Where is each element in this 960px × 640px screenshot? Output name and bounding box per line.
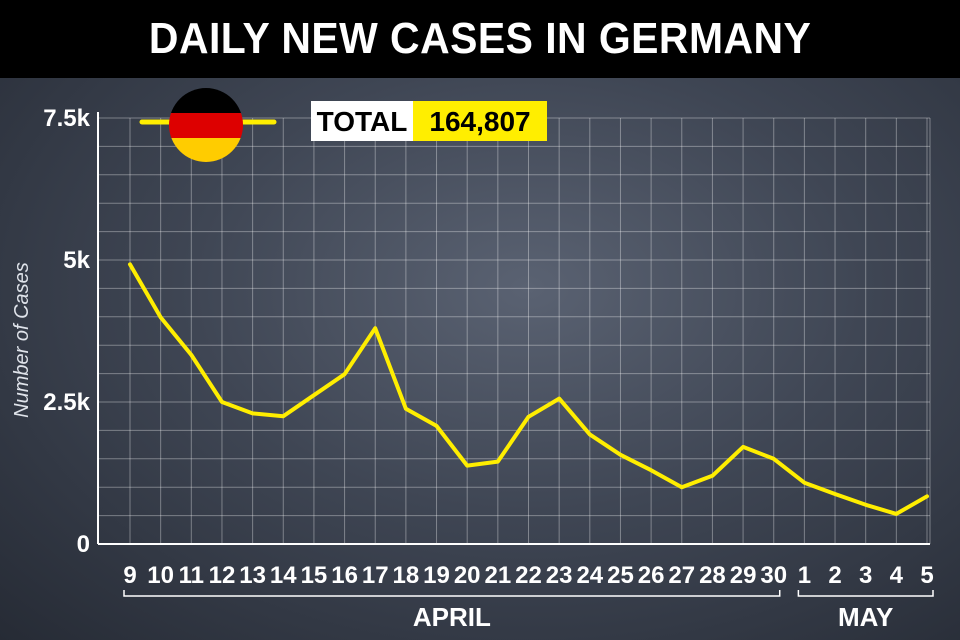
month-bracket: [123, 590, 781, 597]
total-badge: TOTAL 164,807: [311, 101, 547, 141]
total-value-bg: [413, 101, 547, 141]
x-tick-labels: 9 10 11 12 13 14 15 16 17 18 19 20 21 22 23 24 25 26 27 28 2…: [123, 562, 933, 589]
x-tick-label: 1: [798, 562, 811, 589]
x-tick-label: 21: [484, 562, 511, 589]
legend: [139, 88, 277, 162]
x-tick-label: 9: [123, 562, 136, 589]
x-tick-label: 17: [362, 562, 389, 589]
x-tick-label: 14: [270, 562, 297, 589]
chart-grid: [98, 117, 931, 545]
month-label: MAY: [838, 602, 893, 632]
month-label: APRIL: [413, 602, 491, 632]
x-tick-label: 10: [147, 562, 174, 589]
x-tick-label: 13: [239, 562, 266, 589]
total-label-bg: [311, 101, 413, 141]
chart-title: DAILY NEW CASES IN GERMANY: [148, 14, 812, 63]
x-tick-label: 24: [576, 562, 603, 589]
x-tick-label: 30: [760, 562, 787, 589]
x-tick-label: 27: [668, 562, 695, 589]
month-groups: APRIL MAY: [123, 590, 934, 632]
total-label: TOTAL: [317, 106, 408, 137]
total-value: 164,807: [429, 106, 530, 137]
x-tick-label: 23: [546, 562, 573, 589]
x-tick-label: 16: [331, 562, 358, 589]
y-tick-label: 7.5k: [43, 105, 90, 132]
x-tick-label: 25: [607, 562, 634, 589]
month-bracket: [797, 590, 934, 597]
germany-flag-icon: [169, 88, 243, 162]
chart-axes: [97, 112, 930, 545]
title-bar: DAILY NEW CASES IN GERMANY: [0, 0, 960, 78]
x-tick-label: 19: [423, 562, 450, 589]
x-tick-label: 18: [393, 562, 420, 589]
x-tick-label: 12: [209, 562, 236, 589]
y-tick-labels: 0 2.5k 5k 7.5k: [43, 105, 90, 558]
x-tick-label: 29: [730, 562, 757, 589]
x-tick-label: 15: [301, 562, 328, 589]
x-tick-label: 22: [515, 562, 542, 589]
x-tick-label: 2: [828, 562, 841, 589]
x-tick-label: 11: [179, 562, 204, 589]
x-tick-label: 28: [699, 562, 726, 589]
x-tick-label: 20: [454, 562, 481, 589]
y-axis-label: Number of Cases: [11, 262, 33, 418]
y-tick-label: 2.5k: [43, 389, 90, 416]
y-tick-label: 0: [77, 531, 90, 558]
y-tick-label: 5k: [63, 247, 90, 274]
x-tick-label: 4: [890, 562, 904, 589]
series-line: [128, 262, 929, 516]
x-tick-label: 5: [920, 562, 933, 589]
x-tick-label: 26: [638, 562, 665, 589]
x-tick-label: 3: [859, 562, 872, 589]
